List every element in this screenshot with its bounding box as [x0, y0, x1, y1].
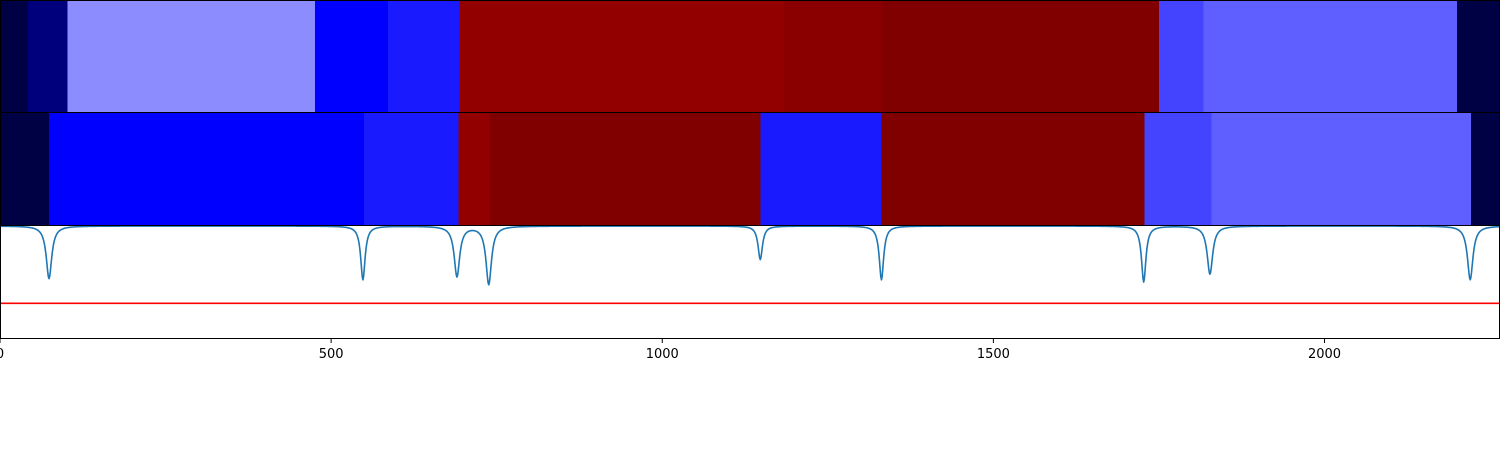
segment-1-7	[1144, 113, 1212, 225]
segment-0-2	[67, 1, 316, 112]
segment-0-1	[27, 1, 68, 112]
segment-1-4	[490, 113, 761, 225]
segment-0-0	[0, 1, 29, 112]
segment-0-3	[315, 1, 389, 112]
segment-1-2	[364, 113, 459, 225]
segment-1-1	[49, 113, 365, 225]
x-tick-label-3: 1500	[977, 347, 1010, 362]
x-axis: 0 500 1000 1500 2000	[0, 338, 1341, 362]
segment-0-8	[1158, 1, 1204, 112]
segment-0-4	[388, 1, 460, 112]
x-tick-label-1: 500	[319, 347, 344, 362]
segment-0-9	[1203, 1, 1458, 112]
segment-track-lower	[0, 113, 1500, 225]
segment-0-7	[882, 1, 1160, 112]
segment-1-5	[760, 113, 882, 225]
x-tick-label-0: 0	[0, 347, 4, 362]
x-tick-label-2: 1000	[646, 347, 679, 362]
segment-1-6	[881, 113, 1145, 225]
segment-1-9	[1470, 113, 1500, 225]
segment-1-8	[1211, 113, 1472, 225]
segment-1-0	[0, 113, 50, 225]
segment-1-3	[458, 113, 491, 225]
segment-0-10	[1456, 1, 1500, 112]
segment-0-5	[459, 1, 785, 112]
signal-line	[0, 225, 1500, 286]
segment-track-upper	[0, 1, 1500, 112]
signal-track	[0, 225, 1500, 305]
x-tick-label-4: 2000	[1308, 347, 1341, 362]
segment-0-6	[784, 1, 883, 112]
